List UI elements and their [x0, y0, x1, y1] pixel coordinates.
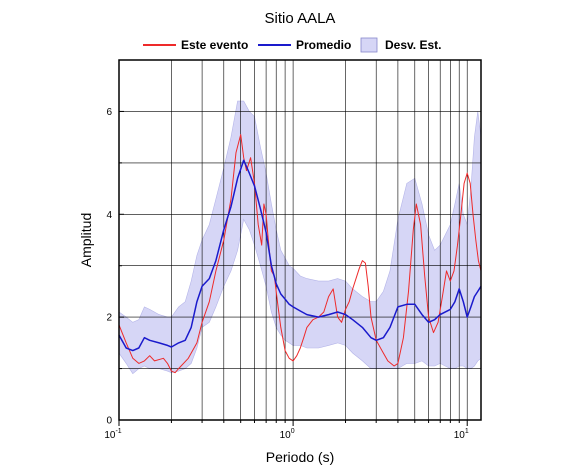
series-layer	[118, 134, 482, 374]
y-tick-label: 6	[106, 107, 112, 118]
y-axis-ticks: 0 2 4 6	[106, 59, 124, 427]
series-line-este-evento	[118, 134, 482, 374]
chart-legend: Este evento Promedio Desv. Est.	[143, 37, 441, 53]
y-tick-label: 0	[106, 416, 112, 427]
std-band-area	[118, 100, 482, 375]
x-tick-label: 100	[280, 428, 295, 441]
x-axis-label: Periodo (s)	[266, 449, 334, 465]
legend-swatch-desv-est	[360, 37, 378, 53]
y-axis-label: Amplitud	[78, 213, 94, 267]
std-band-layer	[118, 100, 482, 375]
chart-title: Sitio AALA	[265, 10, 336, 27]
legend-label-desv-est: Desv. Est.	[385, 38, 441, 52]
x-tick-label: 101	[454, 428, 469, 441]
y-tick-label: 2	[106, 313, 112, 324]
plot-frame	[118, 59, 482, 421]
legend-label-este-evento: Este evento	[181, 38, 248, 52]
legend-label-promedio: Promedio	[296, 38, 351, 52]
x-tick-label: 10-1	[104, 428, 121, 441]
y-tick-label: 4	[106, 210, 112, 221]
plot-area	[118, 59, 482, 421]
grid-layer	[119, 60, 481, 420]
x-axis-ticks: 10-1 100 101	[104, 420, 469, 441]
series-line-promedio	[118, 159, 482, 352]
